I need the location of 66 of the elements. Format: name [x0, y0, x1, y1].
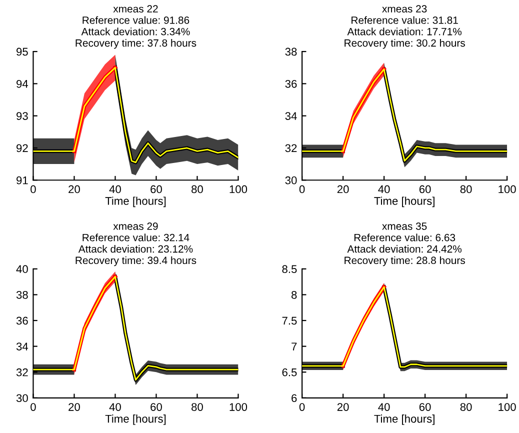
- x-tick-label: 20: [68, 185, 80, 194]
- x-tick-label: 20: [337, 185, 349, 194]
- chart-title: xmeas 35: [382, 222, 427, 230]
- x-tick-label: 80: [460, 185, 472, 194]
- y-tick-label: 6.5: [282, 368, 297, 376]
- chart-title: xmeas 29: [113, 222, 158, 230]
- y-tick-label: 34: [285, 112, 297, 120]
- y-tick-label: 36: [16, 316, 28, 325]
- x-tick-label: 100: [498, 185, 516, 194]
- y-tick-label: 92: [16, 144, 28, 152]
- text: Reference value: 31.81: [352, 16, 458, 24]
- y-tick-label: 34: [16, 342, 28, 350]
- x-tick-label: 40: [378, 185, 390, 194]
- y-tick-label: 7.5: [282, 316, 297, 325]
- y-tick-label: 6: [292, 394, 297, 402]
- text: Recovery time: 37.8 hours: [76, 39, 196, 49]
- y-tick-label: 30: [285, 176, 297, 184]
- y-tick-label: 7: [292, 342, 297, 350]
- x-axis-title: Time [hours]: [105, 196, 166, 208]
- y-tick-label: 32: [285, 144, 297, 152]
- x-axis-title: Time [hours]: [105, 414, 166, 425]
- y-tick-label: 95: [16, 48, 28, 56]
- x-tick-label: 100: [230, 185, 248, 194]
- x-tick-label: 20: [337, 403, 349, 411]
- x-tick-label: 60: [419, 403, 431, 411]
- y-tick-label: 93: [16, 112, 28, 120]
- text: Reference value: 6.63: [354, 234, 456, 242]
- x-tick-label: 0: [30, 185, 36, 194]
- text: Recovery time: 39.4 hours: [76, 256, 196, 266]
- x-tick-label: 60: [150, 403, 162, 411]
- x-tick-label: 20: [68, 403, 80, 411]
- x-tick-label: 40: [378, 403, 390, 411]
- chart-title: xmeas 22: [113, 5, 158, 13]
- text: Attack deviation: 17.71%: [347, 28, 462, 36]
- y-tick-label: 91: [16, 176, 28, 184]
- y-tick-label: 32: [16, 368, 28, 376]
- text: Reference value: 32.14: [82, 234, 190, 242]
- x-tick-label: 80: [460, 403, 472, 411]
- x-axis-title: Time [hours]: [374, 414, 434, 425]
- y-tick-label: 30: [16, 394, 28, 402]
- text: Attack deviation: 24.42%: [347, 245, 462, 253]
- y-tick-label: 38: [16, 290, 28, 299]
- x-tick-label: 40: [109, 403, 121, 411]
- x-tick-label: 0: [299, 403, 305, 411]
- x-tick-label: 40: [109, 185, 121, 194]
- x-axis-title: Time [hours]: [374, 196, 434, 208]
- y-tick-label: 8.5: [282, 265, 297, 274]
- x-tick-label: 60: [419, 185, 431, 194]
- x-tick-label: 80: [192, 403, 203, 411]
- x-tick-label: 0: [30, 403, 36, 411]
- y-tick-label: 40: [16, 265, 28, 274]
- y-tick-label: 38: [285, 48, 297, 56]
- text: Reference value: 91.86: [82, 16, 190, 24]
- text: Recovery time: 30.2 hours: [344, 39, 465, 49]
- text: Recovery time: 28.8 hours: [344, 256, 465, 266]
- y-tick-label: 36: [285, 80, 297, 88]
- x-tick-label: 60: [150, 185, 162, 194]
- x-tick-label: 80: [192, 185, 203, 194]
- y-tick-label: 8: [292, 290, 297, 299]
- x-tick-label: 100: [498, 403, 516, 411]
- chart-title: xmeas 23: [382, 5, 427, 13]
- x-tick-label: 100: [230, 403, 248, 411]
- x-tick-label: 0: [299, 185, 305, 194]
- y-tick-label: 94: [16, 80, 28, 88]
- text: Attack deviation: 3.34%: [81, 28, 190, 36]
- text: Attack deviation: 23.12%: [78, 245, 193, 253]
